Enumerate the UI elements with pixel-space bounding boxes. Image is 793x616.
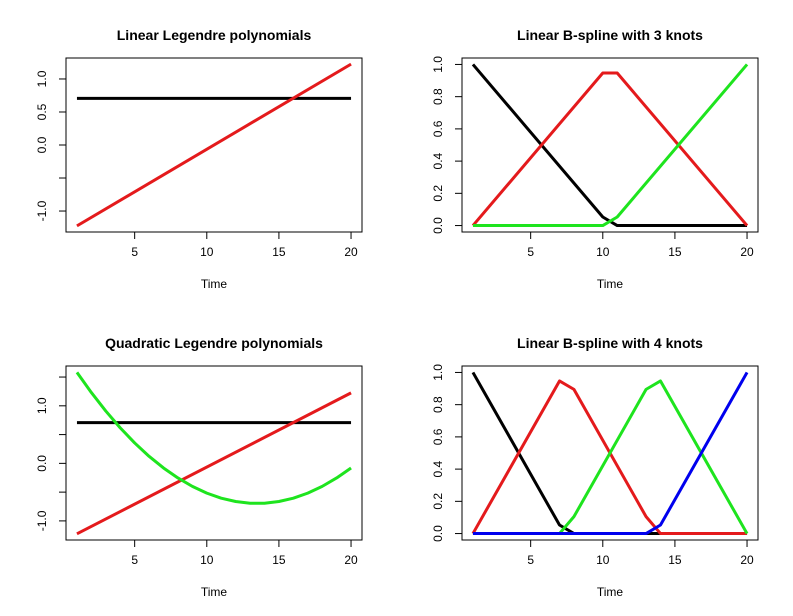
series-line-3 bbox=[75, 371, 352, 505]
y-tick-label: 0.0 bbox=[35, 455, 49, 472]
series-line-1 bbox=[471, 63, 748, 228]
x-tick-label: 10 bbox=[596, 245, 610, 259]
plot-frame bbox=[65, 365, 363, 541]
y-tick-label: 1.0 bbox=[431, 364, 445, 381]
chart-panel-4: Linear B-spline with 4 knots 5 10 15 20 Time 0… bbox=[431, 335, 759, 599]
y-tick-label: 0.4 bbox=[431, 152, 445, 169]
x-tick-label: 5 bbox=[527, 553, 534, 567]
series-line-2 bbox=[471, 71, 749, 227]
y-tick-label: 0.8 bbox=[431, 88, 445, 105]
chart-title: Linear B-spline with 3 knots bbox=[517, 27, 703, 43]
series-line-2 bbox=[76, 62, 352, 228]
x-tick-label: 15 bbox=[272, 553, 286, 567]
x-axis-label: Time bbox=[597, 277, 624, 291]
x-axis-label: Time bbox=[201, 277, 228, 291]
chart-panel-3: Quadratic Legendre polynomials 5 10 15 20 Tim… bbox=[35, 335, 363, 599]
y-tick-label: 0.2 bbox=[431, 185, 445, 202]
x-tick-label: 15 bbox=[668, 553, 682, 567]
y-tick-label: -1.0 bbox=[35, 200, 49, 221]
x-tick-label: 20 bbox=[740, 553, 754, 567]
series-line-2 bbox=[471, 379, 748, 536]
chart-title: Quadratic Legendre polynomials bbox=[105, 335, 323, 351]
x-axis-label: Time bbox=[597, 585, 624, 599]
x-tick-label: 5 bbox=[527, 245, 534, 259]
y-tick-label: 0.6 bbox=[431, 428, 445, 445]
y-tick-label: 0.8 bbox=[431, 396, 445, 413]
y-tick-label: 0.0 bbox=[431, 217, 445, 234]
x-tick-label: 10 bbox=[200, 245, 214, 259]
y-tick-label: -1.0 bbox=[35, 510, 49, 531]
x-axis-label: Time bbox=[201, 585, 228, 599]
y-tick-label: 0.0 bbox=[35, 136, 49, 153]
chart-title: Linear B-spline with 4 knots bbox=[517, 335, 703, 351]
y-tick-label: 1.0 bbox=[431, 56, 445, 73]
series-line-2 bbox=[76, 391, 352, 536]
x-tick-label: 5 bbox=[131, 553, 138, 567]
x-tick-label: 20 bbox=[344, 553, 358, 567]
x-tick-label: 15 bbox=[668, 245, 682, 259]
series-line-4 bbox=[472, 371, 749, 536]
series-line-3 bbox=[472, 63, 749, 228]
x-tick-label: 5 bbox=[131, 245, 138, 259]
x-tick-label: 20 bbox=[344, 245, 358, 259]
x-tick-label: 10 bbox=[200, 553, 214, 567]
chart-title: Linear Legendre polynomials bbox=[117, 27, 312, 43]
y-tick-label: 1.0 bbox=[35, 70, 49, 87]
y-tick-label: 0.2 bbox=[431, 493, 445, 510]
y-tick-label: 0.4 bbox=[431, 460, 445, 477]
chart-panel-2: Linear B-spline with 3 knots 5 10 15 20 Time 0… bbox=[431, 27, 759, 291]
y-tick-label: 0.0 bbox=[431, 525, 445, 542]
x-tick-label: 15 bbox=[272, 245, 286, 259]
y-tick-label: 0.5 bbox=[35, 103, 49, 120]
chart-panel-1: Linear Legendre polynomials 5 10 15 20 Time -1… bbox=[35, 27, 363, 291]
series-line-3 bbox=[472, 379, 749, 536]
y-tick-label: 1.0 bbox=[35, 397, 49, 414]
y-tick-label: 0.6 bbox=[431, 120, 445, 137]
plot-frame bbox=[461, 57, 759, 233]
x-tick-label: 20 bbox=[740, 245, 754, 259]
x-tick-label: 10 bbox=[596, 553, 610, 567]
